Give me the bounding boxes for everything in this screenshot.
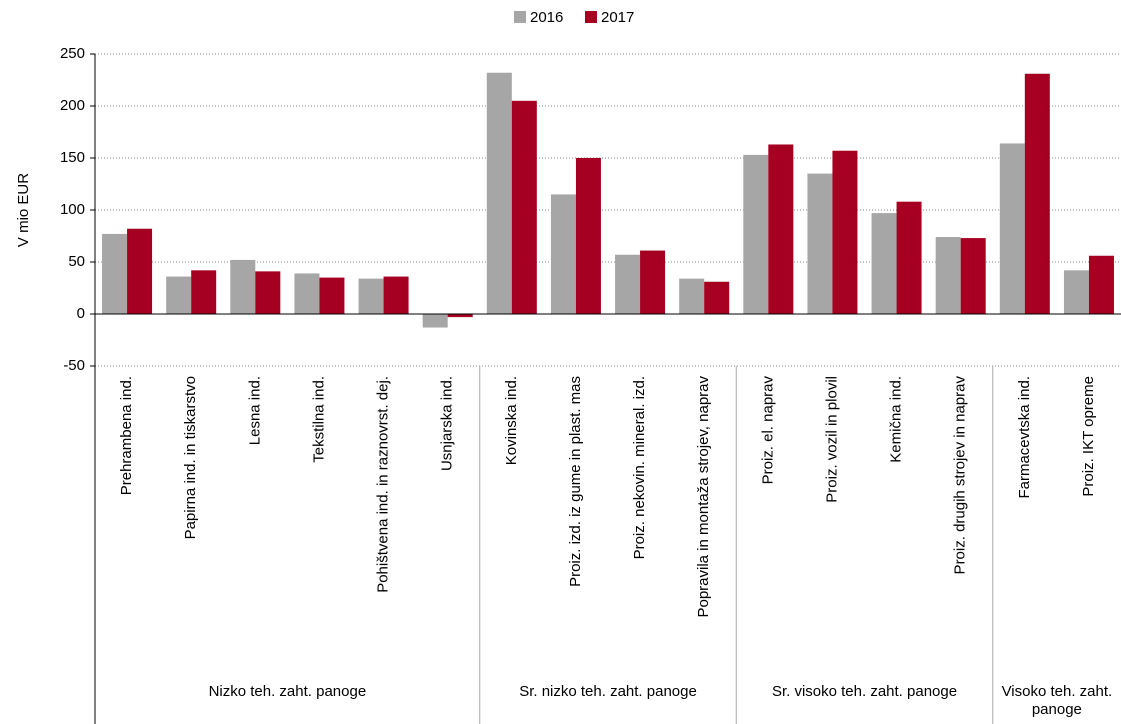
bar [191, 270, 217, 314]
x-tick-label: Proiz. nekovin. mineral. izd. [631, 376, 648, 559]
x-tick-label: Proiz. izd. iz gume in plast. mas [567, 376, 584, 587]
x-tick-label: Tekstilna ind. [310, 376, 327, 463]
group-label: Nizko teh. zaht. panoge [208, 683, 367, 700]
bar [768, 144, 794, 314]
bar [383, 276, 409, 314]
bar [294, 273, 320, 314]
bar [1088, 255, 1114, 314]
bar [1024, 73, 1050, 314]
x-tick-label: Papirna ind. in tiskarstvo [182, 376, 199, 539]
bar [871, 213, 897, 314]
y-axis-label: V mio EUR [15, 173, 32, 247]
x-tick-label: Popravila in montaža strojev, naprav [695, 376, 712, 618]
bar [127, 228, 153, 314]
bar [832, 150, 858, 314]
x-tick-label: Proiz. el. naprav [759, 376, 776, 485]
x-tick-label: Proiz. vozil in plovil [823, 376, 840, 503]
y-tick-label: 0 [77, 305, 85, 322]
bar [511, 100, 537, 314]
bar [550, 194, 576, 314]
bar [255, 271, 281, 314]
x-tick-label: Proiz. IKT opreme [1080, 376, 1097, 497]
bar [743, 154, 769, 314]
x-tick-label: Kemična ind. [888, 376, 905, 463]
group-label: Sr. nizko teh. zaht. panoge [519, 683, 697, 700]
legend-label: 2017 [601, 9, 634, 26]
bar [102, 233, 128, 314]
y-tick-label: 250 [60, 45, 85, 62]
bar [575, 158, 601, 314]
bar [358, 278, 384, 314]
x-tick-label: Pohištvena ind. in raznovrst. dej. [375, 376, 392, 593]
bar [486, 72, 512, 314]
legend-swatch [514, 11, 526, 23]
bar [896, 201, 922, 314]
y-tick-label: -50 [63, 357, 85, 374]
bar [999, 143, 1025, 314]
x-tick-label: Lesna ind. [246, 376, 263, 445]
bar [935, 237, 961, 314]
x-tick-label: Prehrambena ind. [118, 376, 135, 495]
bar [704, 281, 730, 314]
bar [1063, 270, 1089, 314]
bar [640, 250, 666, 314]
group-label: Visoko teh. zaht. panoge [1001, 683, 1113, 718]
y-tick-label: 100 [60, 201, 85, 218]
bar [679, 278, 705, 314]
group-label: Sr. visoko teh. zaht. panoge [771, 683, 958, 700]
bar [319, 277, 345, 314]
y-tick-label: 200 [60, 97, 85, 114]
bar [422, 314, 448, 328]
x-tick-label: Proiz. drugih strojev in naprav [952, 376, 969, 575]
legend-swatch [585, 11, 597, 23]
y-tick-label: 50 [68, 253, 85, 270]
y-tick-label: 150 [60, 149, 85, 166]
x-tick-label: Farmacevtska ind. [1016, 376, 1033, 499]
bar [447, 314, 473, 318]
bar [166, 276, 192, 314]
bar [230, 259, 256, 314]
legend-label: 2016 [530, 9, 563, 26]
bar [807, 173, 833, 314]
bar [615, 254, 641, 314]
x-tick-label: Kovinska ind. [503, 376, 520, 465]
bar [960, 238, 986, 314]
x-tick-label: Usnjarska ind. [439, 376, 456, 471]
